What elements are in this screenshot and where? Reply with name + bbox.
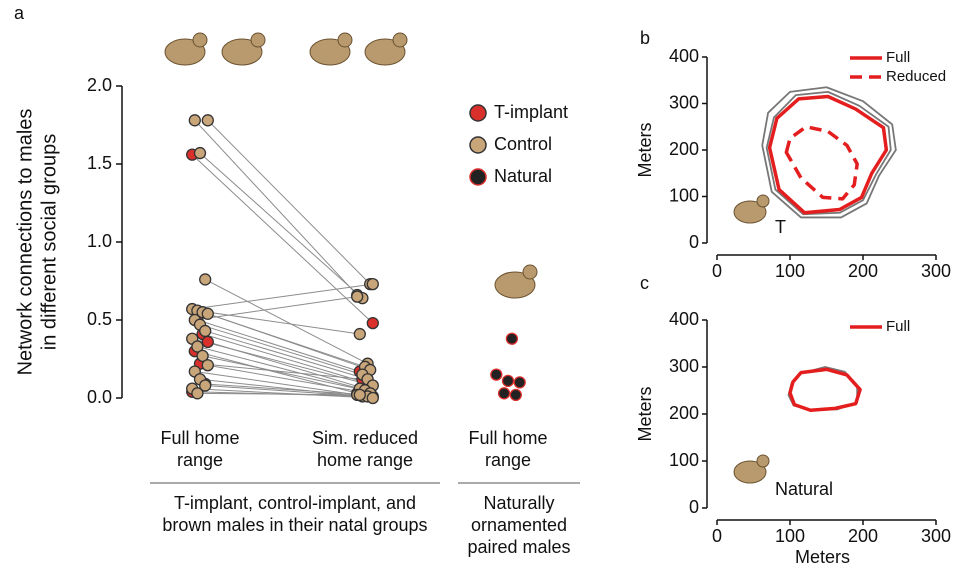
dot — [202, 360, 213, 371]
y-axis-label: Meters — [635, 386, 655, 441]
y-tick-label: 200 — [669, 139, 699, 159]
dot — [491, 369, 502, 380]
y-tick-label: 2.0 — [87, 75, 112, 95]
dot — [200, 325, 211, 336]
dot — [202, 336, 213, 347]
legend-label: T-implant — [494, 102, 568, 122]
y-axis-label: Meters — [635, 122, 655, 177]
legend-label: Reduced — [886, 68, 946, 85]
legend-marker — [470, 105, 486, 121]
y-tick-label: 200 — [669, 403, 699, 423]
dot — [192, 388, 203, 399]
panel-label: c — [640, 273, 649, 293]
pair-line — [200, 325, 362, 375]
y-tick-label: 300 — [669, 92, 699, 112]
y-tick-label: 300 — [669, 356, 699, 376]
y-tick-label: 0 — [689, 497, 699, 517]
legend-label: Control — [494, 134, 552, 154]
figure: a 0.0 0.5 1.0 1.5 2.0 Network connections to m… — [0, 0, 968, 568]
pair-line — [192, 284, 373, 309]
x-tick-label: Full home range — [145, 427, 255, 471]
y-tick-label: 1.5 — [87, 153, 112, 173]
x-tick-label: 300 — [921, 526, 951, 546]
pair-line — [208, 314, 370, 370]
pair-line — [197, 311, 359, 334]
x-tick-label: 300 — [921, 261, 951, 281]
x-tick-label: 0 — [712, 261, 722, 281]
x-tick-label: Sim. reduced home range — [290, 427, 440, 471]
y-tick-label: 100 — [669, 185, 699, 205]
legend-marker — [470, 169, 486, 185]
group-label: T-implant, control-implant, and brown ma… — [150, 492, 440, 536]
dot — [510, 389, 521, 400]
pair-line — [200, 153, 362, 298]
y-tick-label: 400 — [669, 46, 699, 66]
dot — [506, 333, 517, 344]
x-tick-label: Full home range — [453, 427, 563, 471]
dot — [354, 329, 365, 340]
panel-label: b — [640, 28, 650, 48]
y-tick-label: 0 — [689, 232, 699, 252]
legend-label: Natural — [494, 166, 552, 186]
x-tick-label: 200 — [848, 261, 878, 281]
x-tick-label: 100 — [775, 261, 805, 281]
annotation: T — [775, 217, 786, 237]
dot — [367, 318, 378, 329]
dot — [202, 115, 213, 126]
x-tick-label: 200 — [848, 526, 878, 546]
legend-label: Full — [886, 318, 910, 335]
y-axis-label: Network connections to males — [14, 109, 36, 376]
x-axis-label: Meters — [795, 547, 850, 567]
annotation: Natural — [775, 479, 833, 499]
dot — [499, 388, 510, 399]
y-tick-label: 400 — [669, 309, 699, 329]
x-tick-label: 0 — [712, 526, 722, 546]
dot — [503, 375, 514, 386]
y-tick-label: 1.0 — [87, 231, 112, 251]
panel-label: a — [14, 3, 25, 23]
dot — [354, 389, 365, 400]
y-axis-label: in different social groups — [38, 134, 60, 350]
dot — [367, 279, 378, 290]
group-label: Naturally ornamented paired males — [458, 492, 580, 558]
y-tick-label: 0.0 — [87, 387, 112, 407]
y-tick-label: 100 — [669, 450, 699, 470]
pair-line — [195, 120, 357, 295]
dot — [352, 291, 363, 302]
home-range — [790, 369, 860, 410]
home-range — [786, 127, 857, 199]
dot — [202, 308, 213, 319]
x-tick-label: 100 — [775, 526, 805, 546]
dot — [189, 115, 200, 126]
pair-line — [208, 120, 370, 284]
dot — [367, 393, 378, 404]
legend-label: Full — [886, 49, 910, 66]
dot — [195, 148, 206, 159]
dot — [514, 377, 525, 388]
chart: a 0.0 0.5 1.0 1.5 2.0 Network connections to m… — [0, 0, 968, 568]
legend-marker — [470, 137, 486, 153]
y-tick-label: 0.5 — [87, 309, 112, 329]
dot — [200, 274, 211, 285]
